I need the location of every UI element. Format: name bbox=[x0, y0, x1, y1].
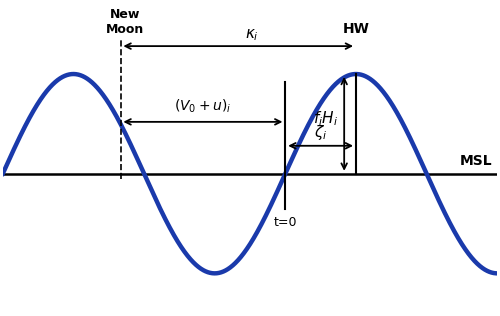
Text: New
Moon: New Moon bbox=[106, 8, 144, 36]
Text: t=0: t=0 bbox=[274, 216, 297, 228]
Text: HW: HW bbox=[342, 22, 369, 36]
Text: MSL: MSL bbox=[460, 154, 492, 168]
Text: $\kappa_i$: $\kappa_i$ bbox=[246, 27, 260, 43]
Text: $\zeta_i$: $\zeta_i$ bbox=[314, 123, 328, 142]
Text: $f_i H_i$: $f_i H_i$ bbox=[314, 110, 338, 128]
Text: $(V_0+u)_i$: $(V_0+u)_i$ bbox=[174, 97, 232, 115]
